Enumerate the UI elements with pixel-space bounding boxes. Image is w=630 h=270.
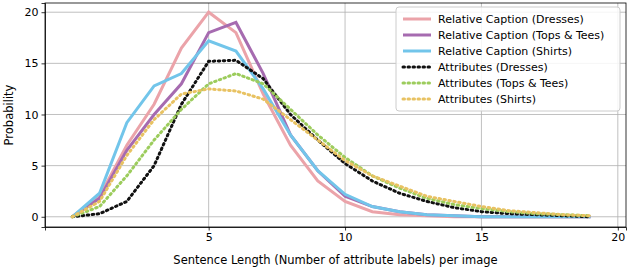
- legend-swatch: [403, 66, 431, 69]
- tick: 5: [32, 160, 46, 173]
- tick: 20: [611, 227, 625, 244]
- tick-mark: [209, 227, 210, 231]
- tick-label: 0: [32, 211, 39, 224]
- tick-mark: [42, 217, 46, 218]
- tick-mark: [42, 166, 46, 167]
- legend-label: Attributes (Tops & Tees): [438, 77, 568, 90]
- tick-mark: [42, 114, 46, 115]
- axis-line: [46, 228, 627, 231]
- legend-swatch: [403, 18, 431, 21]
- tick: 0: [32, 211, 46, 224]
- tick-mark: [481, 227, 482, 231]
- tick: 10: [339, 227, 353, 244]
- grid-line-y: [45, 165, 626, 166]
- plot: 5 10 15 20 0 5 10 15 20 Relative Caption (Dresses…: [25, 3, 627, 244]
- tick-label: 10: [25, 109, 39, 122]
- x-axis-title: Sentence Length (Number of attribute lab…: [173, 253, 497, 267]
- legend-label: Relative Caption (Dresses): [438, 13, 584, 26]
- legend-label: Relative Caption (Shirts): [438, 45, 572, 58]
- plot-frame: [45, 3, 626, 227]
- chart: 5 10 15 20 0 5 10 15 20 Relative Caption (Dresses…: [0, 0, 630, 270]
- legend-label: Attributes (Shirts): [438, 93, 536, 106]
- series-line: [72, 41, 590, 217]
- y-axis-title: Probability: [2, 84, 16, 145]
- legend-swatch: [403, 34, 431, 37]
- legend-label: Relative Caption (Tops & Tees): [438, 29, 604, 42]
- tick: 10: [25, 109, 46, 122]
- tick: 20: [25, 6, 46, 19]
- tick-mark: [42, 12, 46, 13]
- tick-label: 20: [25, 6, 39, 19]
- tick-label: 20: [611, 231, 625, 244]
- tick: 5: [206, 227, 213, 244]
- tick-label: 15: [475, 231, 489, 244]
- series-line: [72, 22, 590, 216]
- y-axis: 0 5 10 15 20: [25, 4, 46, 228]
- tick-mark: [345, 227, 346, 231]
- legend-label: Attributes (Dresses): [438, 61, 548, 74]
- x-axis: 5 10 15 20: [46, 227, 627, 244]
- tick-mark: [42, 63, 46, 64]
- tick-label: 5: [32, 160, 39, 173]
- grid: [45, 3, 626, 227]
- grid-line-x: [208, 3, 209, 227]
- tick-mark: [618, 227, 619, 231]
- series-line: [72, 60, 590, 216]
- legend-box: [396, 7, 620, 111]
- tick: 15: [25, 57, 46, 70]
- tick-label: 5: [206, 231, 213, 244]
- legend: Relative Caption (Dresses) Relative Capti…: [396, 7, 620, 111]
- tick-label: 10: [339, 231, 353, 244]
- series-line: [72, 74, 590, 217]
- tick-label: 15: [25, 57, 39, 70]
- tick: 15: [475, 227, 489, 244]
- legend-swatch: [403, 82, 431, 85]
- legend-swatch: [403, 50, 431, 53]
- legend-swatch: [403, 98, 431, 101]
